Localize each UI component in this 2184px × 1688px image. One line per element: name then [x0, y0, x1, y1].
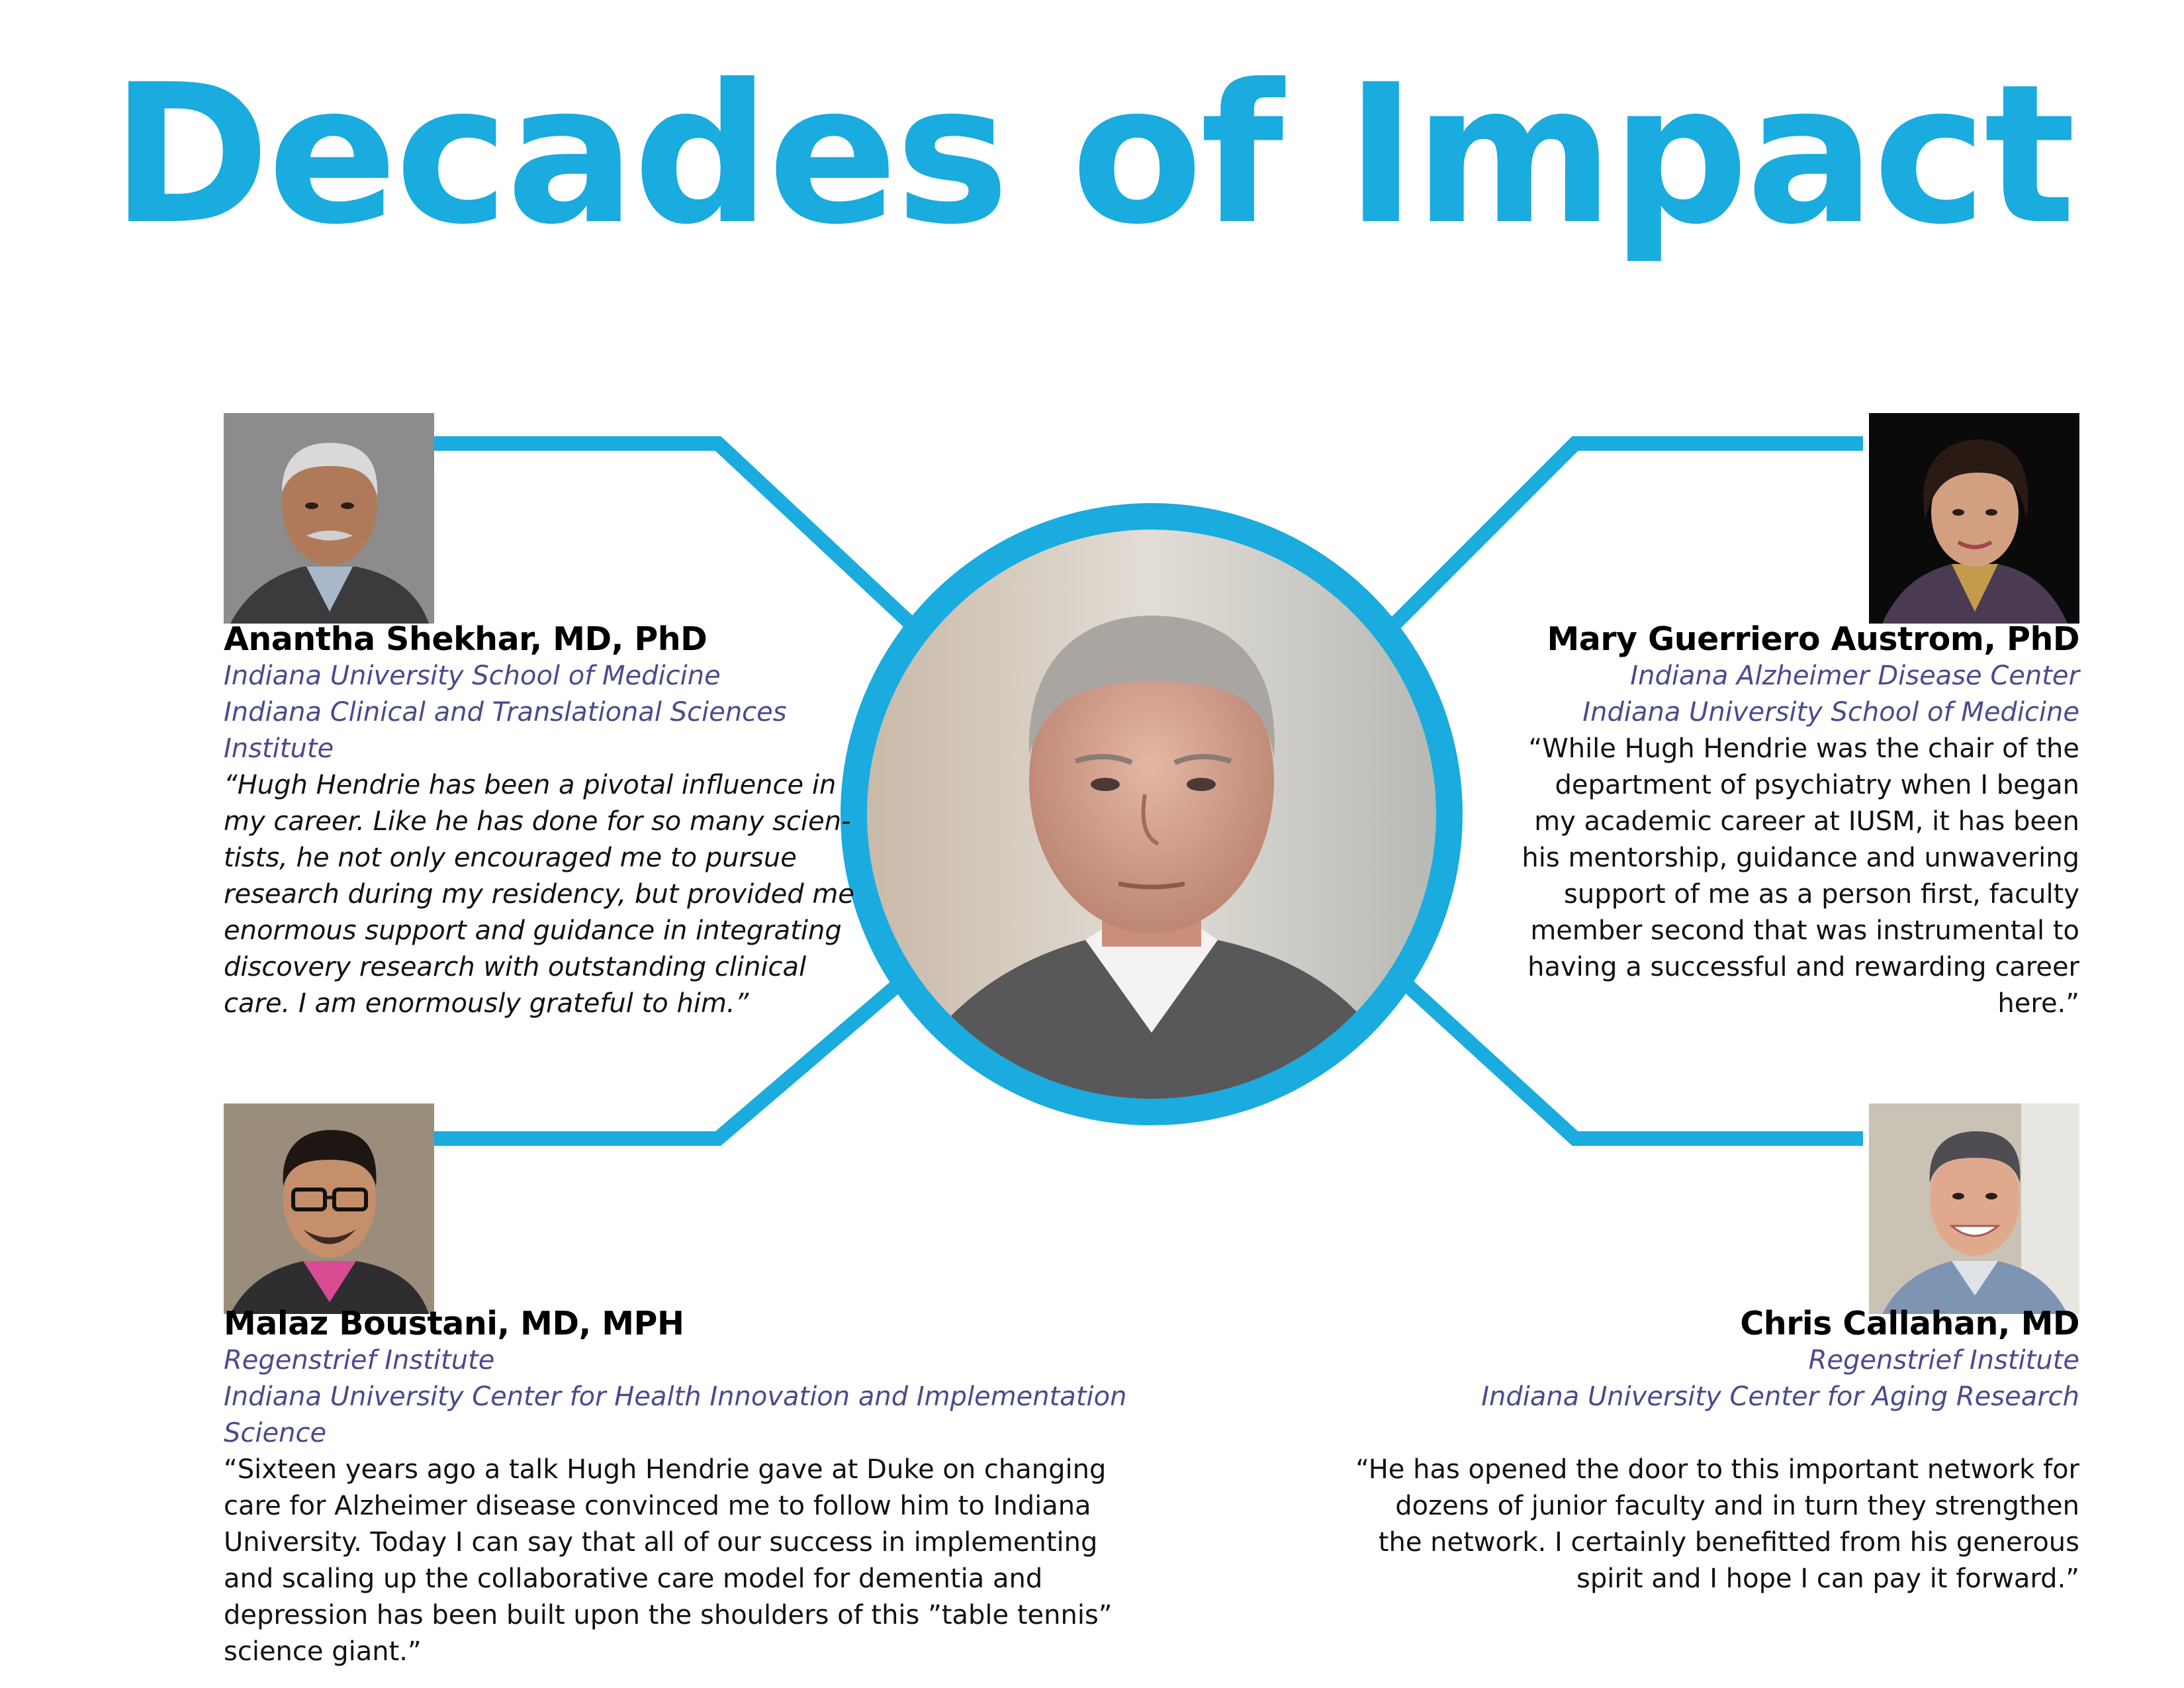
quote-line: tists, he not only encouraged me to purs… — [224, 843, 797, 873]
quote-line: and scaling up the collaborative care mo… — [224, 1564, 1043, 1594]
person-name: Anantha Shekhar, MD, PhD — [224, 620, 707, 658]
affiliation-line: Regenstrief Institute — [224, 1345, 495, 1376]
testimonial-boustani: Malaz Boustani, MD, MPH Regenstrief Inst… — [224, 1305, 1126, 1670]
quote-line: research during my residency, but provid… — [224, 879, 854, 910]
affiliation-line: Indiana Alzheimer Disease Center — [1630, 661, 2079, 691]
quote-line: his mentorship, guidance and unwavering — [1522, 843, 2079, 873]
quote-line: spirit and I hope I can pay it forward.” — [1576, 1564, 2079, 1594]
affiliation-line: Indiana University Center for Aging Rese… — [1481, 1382, 2079, 1412]
portrait-photo-shekhar — [224, 413, 434, 624]
quote-line: “Sixteen years ago a talk Hugh Hendrie g… — [224, 1454, 1107, 1485]
testimonial-shekhar: Anantha Shekhar, MD, PhD Indiana Univers… — [224, 621, 854, 1022]
quote-line: University. Today I can say that all of … — [224, 1527, 1098, 1558]
quote-line: my career. Like he has done for so many … — [224, 806, 851, 837]
affiliation-line: Indiana University Center for Health Inn… — [224, 1382, 1127, 1412]
quote-line: “He has opened the door to this importan… — [1355, 1454, 2079, 1485]
testimonial-callahan: Chris Callahan, MD Regenstrief Institute… — [1355, 1305, 2079, 1597]
affiliation-line: Institute — [224, 733, 334, 764]
affiliation-line: Science — [224, 1418, 327, 1448]
person-quote: “He has opened the door to this importan… — [1355, 1452, 2079, 1597]
quote-line: “Hugh Hendrie has been a pivotal influen… — [224, 770, 837, 800]
connector-line-bottom-left — [430, 957, 929, 1146]
affiliation-line: Indiana Clinical and Translational Scien… — [224, 697, 787, 727]
quote-line: “While Hugh Hendrie was the chair of the — [1528, 733, 2079, 764]
person-name: Malaz Boustani, MD, MPH — [224, 1305, 684, 1342]
person-name: Mary Guerriero Austrom, PhD — [1547, 620, 2080, 658]
affiliation-line: Indiana University School of Medicine — [1582, 697, 2079, 727]
quote-line: depression has been built upon the shoul… — [224, 1600, 1113, 1630]
connector-line-top-left — [430, 436, 929, 641]
quote-line: dozens of junior faculty and in turn the… — [1395, 1491, 2079, 1521]
quote-line: care for Alzheimer disease convinced me … — [224, 1491, 1091, 1521]
quote-line: my academic career at IUSM, it has been — [1534, 806, 2079, 837]
quote-line: having a successful and rewarding career — [1527, 952, 2079, 982]
quote-line: science giant.” — [224, 1636, 422, 1667]
quote-line: department of psychiatry when I began — [1555, 770, 2079, 800]
affiliation-line: Regenstrief Institute — [1808, 1345, 2079, 1376]
page-title: Decades of Impact — [111, 44, 2075, 267]
person-quote: “Sixteen years ago a talk Hugh Hendrie g… — [224, 1452, 1126, 1670]
person-affiliation: Indiana Alzheimer Disease Center Indiana… — [1522, 658, 2079, 731]
portrait-photo-callahan — [1869, 1103, 2079, 1314]
connector-line-bottom-right — [1378, 957, 1863, 1146]
person-quote: “While Hugh Hendrie was the chair of the… — [1522, 731, 2079, 1022]
portrait-photo-boustani — [224, 1103, 434, 1314]
quote-line: member second that was instrumental to — [1530, 915, 2079, 946]
quote-line: discovery research with outstanding clin… — [224, 952, 807, 982]
connector-line-top-right — [1378, 436, 1863, 641]
affiliation-line: Indiana University School of Medicine — [224, 661, 721, 691]
quote-line: enormous support and guidance in integra… — [224, 915, 842, 946]
quote-line: the network. I certainly benefitted from… — [1378, 1527, 2079, 1558]
quote-line: care. I am enormously grateful to him.” — [224, 988, 749, 1019]
person-affiliation: Regenstrief Institute Indiana University… — [224, 1342, 1126, 1452]
portrait-photo-austrom — [1869, 413, 2079, 624]
person-affiliation: Regenstrief Institute Indiana University… — [1355, 1342, 2079, 1415]
person-name: Chris Callahan, MD — [1740, 1305, 2079, 1342]
person-affiliation: Indiana University School of Medicine In… — [224, 658, 854, 767]
center-portrait-photo — [867, 530, 1436, 1099]
testimonial-austrom: Mary Guerriero Austrom, PhD Indiana Alzh… — [1522, 621, 2079, 1022]
quote-line: support of me as a person first, faculty — [1564, 879, 2079, 910]
quote-line: here.” — [1997, 988, 2079, 1019]
person-quote: “Hugh Hendrie has been a pivotal influen… — [224, 767, 854, 1022]
